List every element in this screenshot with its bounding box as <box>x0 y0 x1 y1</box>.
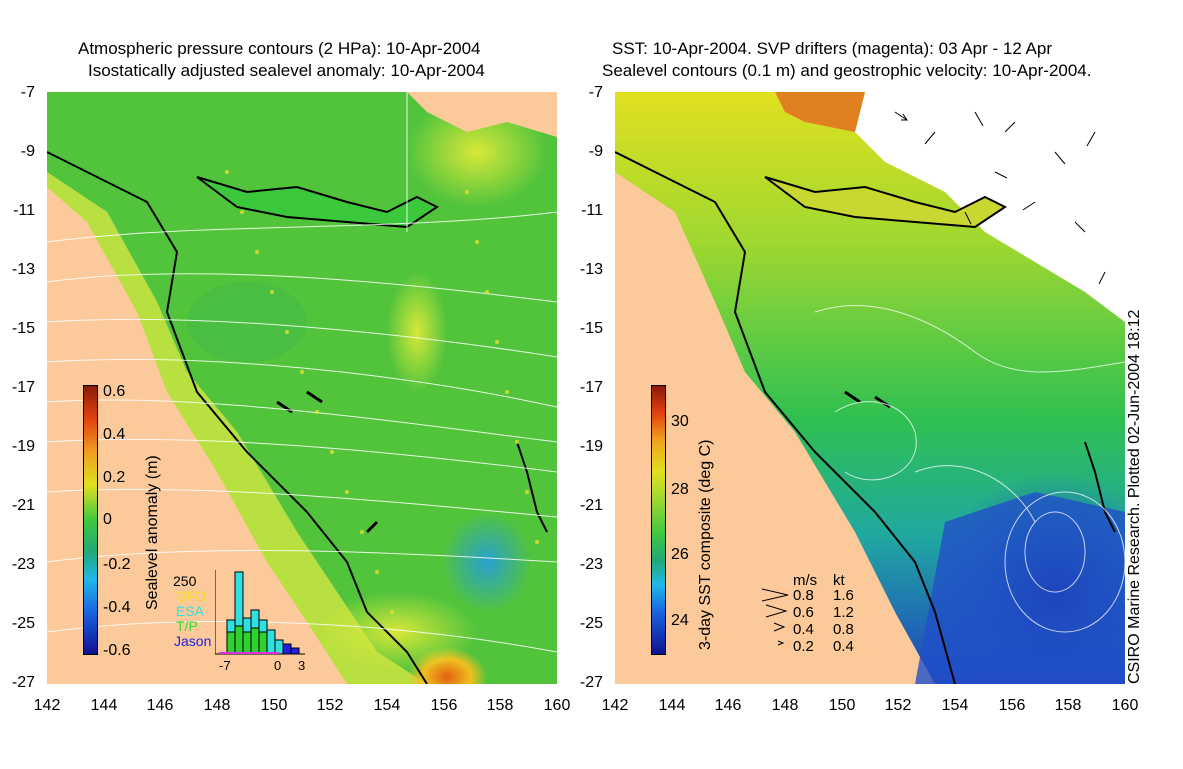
left-colorbar-tick-4: -0.2 <box>103 556 131 573</box>
left-ylabel-4: -15 <box>11 320 35 337</box>
histogram-legend-jason: Jason <box>174 633 212 649</box>
left-ylabel-3: -13 <box>11 261 35 278</box>
left-colorbar-tick-5: -0.4 <box>103 599 131 616</box>
right-xlabel-8: 158 <box>1054 697 1082 714</box>
histogram-legend-esa: ESA <box>176 603 205 619</box>
right-ylabel-10: -27 <box>579 674 603 691</box>
right-ylabel-6: -19 <box>579 438 603 455</box>
right-ylabel-0: -7 <box>588 84 603 101</box>
left-title-line2: Isostatically adjusted sealevel anomaly:… <box>88 61 485 80</box>
right-ylabel-5: -17 <box>579 379 603 396</box>
right-ylabel-9: -25 <box>579 615 603 632</box>
right-ylabel-1: -9 <box>588 143 603 160</box>
left-shelf <box>47 172 427 684</box>
left-map-panel <box>47 92 557 684</box>
left-xlabel-7: 156 <box>430 697 458 714</box>
credit-text: CSIRO Marine Research. Plotted 02-Jun-20… <box>1126 309 1143 684</box>
left-colorbar-tick-2: 0.2 <box>103 469 126 486</box>
right-xlabel-0: 142 <box>601 697 629 714</box>
left-colorbar <box>83 385 98 655</box>
right-coastline <box>615 151 956 684</box>
right-xlabel-1: 144 <box>658 697 686 714</box>
left-colorbar-tick-6: -0.6 <box>103 642 131 659</box>
left-coastline <box>47 151 428 684</box>
histogram-legend-tp: T/P <box>176 618 198 634</box>
velocity-key-kt-3: 0.4 <box>833 638 854 655</box>
right-ylabel-3: -13 <box>579 261 603 278</box>
left-xlabel-9: 160 <box>543 697 571 714</box>
right-ylabel-4: -15 <box>579 320 603 337</box>
left-xlabel-8: 158 <box>486 697 514 714</box>
histogram-legend-gfo: GFO <box>176 588 207 604</box>
histogram-xtick-0: -7 <box>219 658 231 673</box>
velocity-key-kt-1: 1.2 <box>833 604 854 621</box>
right-xlabel-6: 154 <box>941 697 969 714</box>
left-ylabel-7: -21 <box>11 497 35 514</box>
left-xlabel-4: 150 <box>260 697 288 714</box>
left-ylabel-2: -11 <box>13 202 35 219</box>
left-map-svg <box>47 92 557 684</box>
velocity-key-arrows <box>761 588 789 646</box>
right-xlabel-4: 150 <box>828 697 856 714</box>
histogram-inset <box>214 570 305 658</box>
right-xlabel-9: 160 <box>1111 697 1139 714</box>
left-xlabel-3: 148 <box>203 697 231 714</box>
left-ylabel-5: -17 <box>11 379 35 396</box>
right-map-svg <box>615 92 1125 684</box>
velocity-key-kt-2: 0.8 <box>833 621 854 638</box>
right-colorbar-tick-3: 24 <box>671 612 689 629</box>
left-xlabel-2: 146 <box>146 697 174 714</box>
velocity-key-ms-2: 0.4 <box>793 621 814 638</box>
left-title-line1: Atmospheric pressure contours (2 HPa): 1… <box>78 39 481 58</box>
right-xlabel-7: 156 <box>998 697 1026 714</box>
right-colorbar-tick-2: 26 <box>671 546 689 563</box>
left-colorbar-tick-0: 0.6 <box>103 383 126 400</box>
right-colorbar <box>651 385 666 655</box>
left-ylabel-0: -7 <box>20 84 35 101</box>
left-colorbar-tick-1: 0.4 <box>103 426 126 443</box>
velocity-key-ms-3: 0.2 <box>793 638 814 655</box>
left-xlabel-0: 142 <box>33 697 61 714</box>
right-ylabel-7: -21 <box>579 497 603 514</box>
left-north-land <box>197 92 557 137</box>
left-ylabel-6: -19 <box>11 438 35 455</box>
velocity-key-kt-0: 1.6 <box>833 587 854 604</box>
right-xlabel-5: 152 <box>884 697 912 714</box>
left-colorbar-tick-3: 0 <box>103 511 112 528</box>
histogram-xtick-1: 0 <box>274 658 282 673</box>
right-xlabel-2: 146 <box>714 697 742 714</box>
right-title-line1: SST: 10-Apr-2004. SVP drifters (magenta)… <box>612 39 1053 58</box>
velocity-key-ms-1: 0.6 <box>793 604 814 621</box>
left-ylabel-1: -9 <box>20 143 35 160</box>
histogram-ymax: 250 <box>173 573 197 589</box>
right-title-line2: Sealevel contours (0.1 m) and geostrophi… <box>602 61 1092 80</box>
histogram-xtick-2: 3 <box>298 658 306 673</box>
left-xlabel-5: 152 <box>316 697 344 714</box>
left-colorbar-label: Sealevel anomaly (m) <box>144 455 161 610</box>
right-colorbar-tick-0: 30 <box>671 413 689 430</box>
right-map-panel <box>615 92 1125 684</box>
left-ylabel-8: -23 <box>11 556 35 573</box>
left-xlabel-6: 154 <box>373 697 401 714</box>
left-xlabel-1: 144 <box>90 697 118 714</box>
velocity-key-header-ms: m/s <box>793 572 818 589</box>
right-ylabel-2: -11 <box>581 202 603 219</box>
left-ylabel-10: -27 <box>11 674 35 691</box>
right-colorbar-tick-1: 28 <box>671 481 689 498</box>
left-ylabel-9: -25 <box>11 615 35 632</box>
velocity-key-header-kt: kt <box>833 572 845 589</box>
right-xlabel-3: 148 <box>771 697 799 714</box>
right-ylabel-8: -23 <box>579 556 603 573</box>
right-colorbar-label: 3-day SST composite (deg C) <box>697 439 714 650</box>
left-sea-area <box>47 92 557 684</box>
velocity-key-ms-0: 0.8 <box>793 587 814 604</box>
